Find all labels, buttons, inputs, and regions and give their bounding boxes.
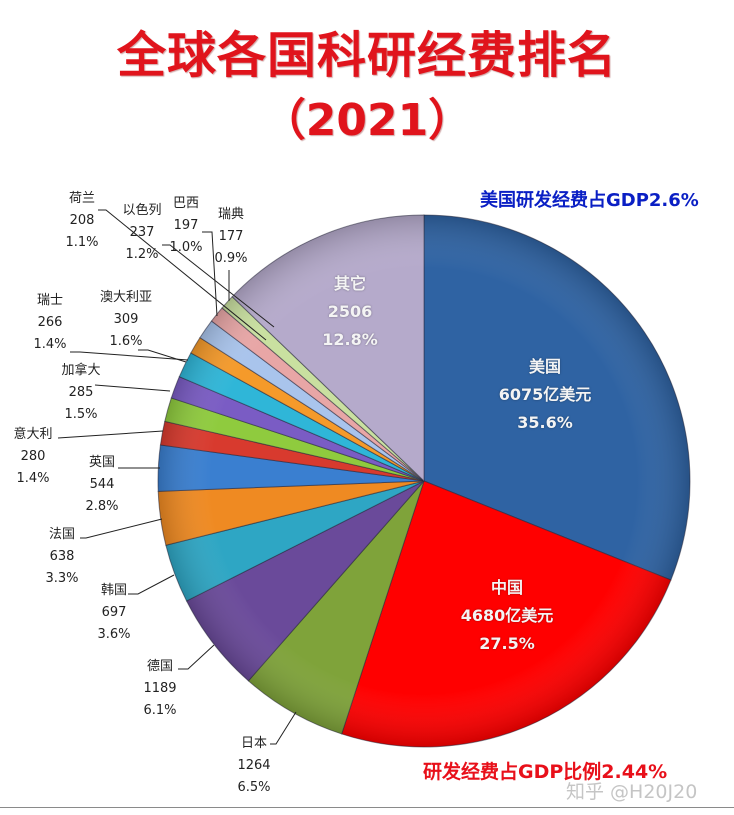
label-value: 1264: [237, 758, 271, 773]
outer-label-france: 法国 638 3.3%: [40, 524, 84, 590]
label-name: 英国: [88, 455, 115, 470]
slice-label-other-name: 其它: [333, 274, 366, 293]
slice-label-us-value: 6075亿美元: [498, 385, 592, 404]
label-name: 瑞典: [217, 207, 244, 222]
label-pct: 1.0%: [169, 240, 203, 255]
leader-line-japan: [270, 711, 297, 745]
leader-line-italy: [57, 430, 164, 439]
us-gdp-annotation: 美国研发经费占GDP2.6%: [480, 190, 699, 211]
label-value: 177: [218, 229, 244, 244]
label-value: 237: [129, 225, 155, 240]
outer-label-brazil: 巴西 197 1.0%: [164, 193, 208, 259]
slice-label-us-pct: 35.6%: [517, 413, 573, 432]
leader-lines: [57, 209, 297, 745]
outer-label-israel: 以色列 237 1.2%: [116, 200, 168, 266]
label-value: 309: [113, 312, 139, 327]
slice-label-cn: 中国 4680亿美元 27.5%: [452, 574, 562, 658]
label-name: 澳大利亚: [99, 290, 152, 305]
chart-title: 全球各国科研经费排名: [116, 27, 617, 84]
leader-line-brazil: [202, 231, 218, 317]
label-name: 以色列: [122, 203, 162, 218]
label-pct: 6.5%: [237, 780, 271, 795]
outer-label-switzerland: 瑞士 266 1.4%: [28, 290, 72, 356]
outer-label-sweden: 瑞典 177 0.9%: [209, 204, 253, 270]
slice-label-cn-pct: 27.5%: [479, 634, 535, 653]
label-name: 意大利: [13, 427, 53, 442]
outer-label-japan: 日本 1264 6.5%: [232, 733, 276, 799]
slice-label-other-pct: 12.8%: [322, 330, 378, 349]
label-value: 544: [89, 477, 115, 492]
outer-label-korea: 韩国 697 3.6%: [92, 580, 136, 646]
label-pct: 2.8%: [85, 499, 119, 514]
outer-label-australia: 澳大利亚 309 1.6%: [90, 287, 162, 353]
label-value: 697: [101, 605, 127, 620]
leader-line-france: [80, 518, 163, 539]
label-name: 法国: [48, 527, 75, 542]
leader-line-korea: [128, 574, 175, 595]
cn-gdp-annotation: 研发经费占GDP比例2.44%: [423, 761, 668, 783]
leader-line-germany: [178, 644, 215, 670]
slice-label-us-name: 美国: [528, 357, 561, 376]
label-value: 266: [37, 315, 63, 330]
leader-line-switzerland: [70, 351, 189, 361]
watermark: 知乎 @H20J20: [566, 781, 698, 803]
label-value: 285: [68, 385, 94, 400]
outer-label-uk: 英国 544 2.8%: [80, 452, 124, 518]
label-pct: 0.9%: [214, 251, 248, 266]
label-pct: 1.4%: [33, 337, 67, 352]
slice-label-other-value: 2506: [327, 302, 373, 321]
pie-shading: [158, 215, 690, 747]
label-pct: 1.4%: [16, 471, 50, 486]
label-name: 韩国: [100, 583, 127, 598]
outer-label-germany: 德国 1189 6.1%: [138, 656, 182, 722]
slice-label-us: 美国 6075亿美元 35.6%: [490, 353, 600, 437]
label-value: 197: [173, 218, 199, 233]
label-name: 瑞士: [36, 293, 63, 308]
slice-label-cn-value: 4680亿美元: [460, 606, 554, 625]
leader-line-canada: [94, 384, 171, 392]
outer-label-netherlands: 荷兰 208 1.1%: [60, 188, 104, 254]
label-name: 加拿大: [61, 363, 101, 378]
label-value: 280: [20, 449, 46, 464]
label-name: 德国: [146, 659, 173, 674]
leader-line-netherlands: [98, 209, 267, 341]
label-pct: 6.1%: [143, 703, 177, 718]
bottom-divider: [0, 807, 734, 808]
slice-label-other: 其它 2506 12.8%: [295, 270, 405, 354]
label-pct: 3.3%: [45, 571, 79, 586]
label-name: 荷兰: [68, 191, 95, 206]
leader-line-israel: [162, 244, 275, 328]
label-value: 1189: [143, 681, 177, 696]
label-value: 208: [69, 213, 95, 228]
outer-label-canada: 加拿大 285 1.5%: [56, 360, 106, 426]
slice-label-cn-name: 中国: [490, 578, 523, 597]
leader-line-australia: [138, 349, 187, 363]
label-name: 巴西: [172, 196, 199, 211]
label-pct: 1.1%: [65, 235, 99, 250]
label-pct: 1.5%: [64, 407, 98, 422]
label-value: 638: [49, 549, 75, 564]
outer-label-italy: 意大利 280 1.4%: [8, 424, 58, 490]
label-pct: 3.6%: [97, 627, 131, 642]
label-pct: 1.2%: [125, 247, 159, 262]
chart-subtitle: （2021）: [261, 95, 473, 146]
label-name: 日本: [240, 736, 267, 751]
label-pct: 1.6%: [109, 334, 143, 349]
